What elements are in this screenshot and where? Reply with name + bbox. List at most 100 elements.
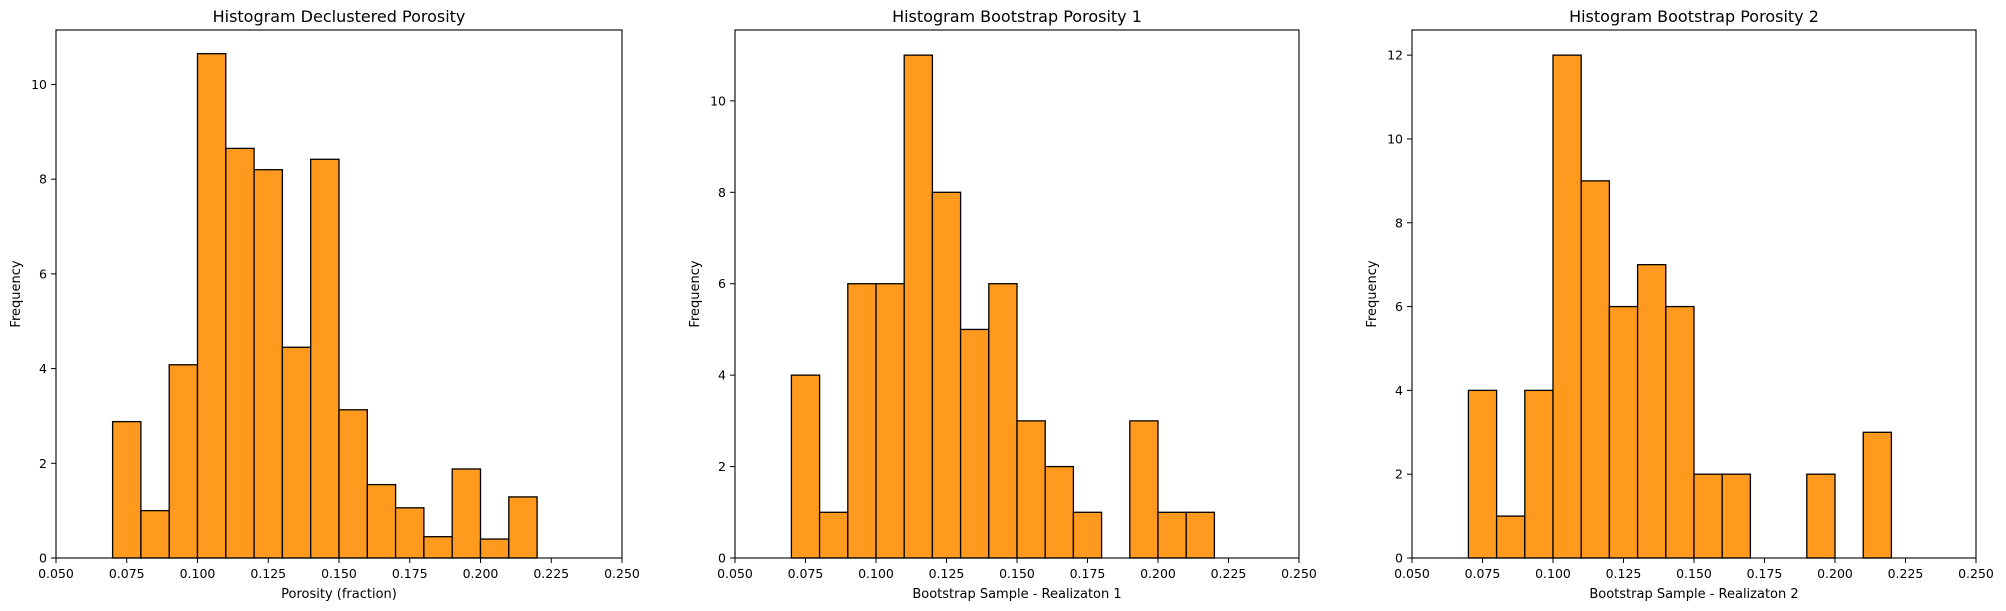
y-tick-label: 8: [39, 172, 47, 187]
chart-panel-1: 0.050 0.075 0.100 0.125 0.150 0.175 0.200 0.225…: [9, 7, 640, 602]
y-tick-label: 0: [718, 551, 726, 566]
x-tick-label: 0.225: [1888, 566, 1924, 581]
x-tick-label: 0.050: [717, 566, 753, 581]
x-tick-label: 0.100: [1535, 566, 1571, 581]
x-tick-label: 0.225: [533, 566, 569, 581]
histogram-bar: [1467, 389, 1498, 559]
histogram-bar: [1157, 511, 1187, 559]
histogram-bar: [1665, 305, 1695, 559]
x-tick-label: 0.050: [38, 566, 74, 581]
y-tick-label: 8: [1395, 215, 1403, 230]
histogram-bar: [253, 169, 284, 559]
histogram-bar: [959, 328, 990, 559]
y-tick-label: 6: [1395, 299, 1403, 314]
x-tick-label: 0.100: [180, 566, 216, 581]
y-tick-label: 8: [718, 185, 726, 200]
histogram-bar: [1580, 180, 1611, 559]
chart-title: Histogram Bootstrap Porosity 2: [1569, 7, 1819, 26]
y-tick-label: 12: [1387, 48, 1403, 63]
x-tick-label: 0.075: [1465, 566, 1501, 581]
y-axis-label: Frequency: [688, 260, 703, 327]
y-tick-label: 10: [1387, 131, 1403, 146]
histogram-bar: [1693, 473, 1723, 559]
histogram-bar: [423, 536, 453, 559]
y-tick-label: 2: [39, 456, 47, 471]
histogram-bar: [196, 53, 227, 559]
histogram-bar: [988, 283, 1018, 559]
histogram-bar: [451, 468, 482, 559]
chart-title: Histogram Bootstrap Porosity 1: [892, 7, 1142, 26]
x-tick-label: 0.200: [1140, 566, 1176, 581]
y-axis-label: Frequency: [9, 260, 24, 327]
histogram-bar: [903, 54, 934, 559]
histogram-bar: [1044, 465, 1075, 559]
histogram-bar: [1016, 420, 1046, 559]
y-tick-label: 4: [718, 368, 726, 383]
histogram-bar: [168, 364, 199, 559]
x-axis-label: Porosity (fraction): [281, 587, 397, 602]
histogram-bar: [225, 147, 255, 559]
x-tick-label: 0.150: [999, 566, 1035, 581]
chart-panel-2: 0.050 0.075 0.100 0.125 0.150 0.175 0.200 0.225…: [688, 7, 1317, 602]
x-tick-label: 0.125: [1606, 566, 1642, 581]
y-axis-label: Frequency: [1365, 260, 1380, 327]
x-tick-label: 0.250: [604, 566, 640, 581]
x-tick-label: 0.125: [929, 566, 965, 581]
histogram-bar: [338, 409, 368, 559]
histogram-bar: [1524, 389, 1554, 559]
histogram-bar: [847, 283, 877, 559]
x-tick-label: 0.125: [250, 566, 286, 581]
y-tick-label: 4: [39, 361, 47, 376]
histogram-bar: [310, 158, 340, 559]
histogram-bar: [1129, 420, 1159, 559]
histogram-bar: [790, 374, 821, 559]
x-tick-label: 0.250: [1958, 566, 1994, 581]
x-tick-label: 0.075: [109, 566, 145, 581]
histogram-bar: [111, 420, 142, 559]
chart-panel-3: 0.050 0.075 0.100 0.125 0.150 0.175 0.200 0.225…: [1365, 7, 1994, 602]
histogram-bar: [875, 283, 905, 559]
histogram-bar: [1806, 473, 1836, 559]
x-tick-label: 0.175: [392, 566, 428, 581]
x-tick-label: 0.200: [1817, 566, 1853, 581]
y-tick-label: 10: [710, 93, 726, 108]
x-tick-label: 0.150: [1676, 566, 1712, 581]
x-tick-label: 0.200: [463, 566, 499, 581]
y-tick-label: 0: [39, 551, 47, 566]
y-tick-label: 0: [1395, 551, 1403, 566]
x-axis-label: Bootstrap Sample - Realizaton 1: [912, 587, 1121, 602]
histogram-bar: [1552, 54, 1582, 559]
histogram-bar: [394, 507, 425, 559]
histogram-bar: [931, 191, 962, 559]
x-tick-label: 0.150: [321, 566, 357, 581]
y-tick-label: 6: [39, 266, 47, 281]
x-tick-label: 0.225: [1211, 566, 1247, 581]
x-tick-label: 0.250: [1281, 566, 1317, 581]
chart-title: Histogram Declustered Porosity: [213, 7, 466, 26]
histogram-bar: [508, 496, 538, 559]
y-tick-label: 10: [31, 77, 47, 92]
y-tick-label: 2: [1395, 467, 1403, 482]
histogram-bar: [1636, 264, 1667, 559]
histogram-bar: [1185, 511, 1216, 559]
histogram-bar: [1862, 431, 1893, 559]
histogram-bar: [1072, 511, 1103, 559]
x-tick-label: 0.050: [1394, 566, 1430, 581]
histogram-bar: [1721, 473, 1752, 559]
histogram-bar: [1608, 305, 1639, 559]
histogram-bar: [479, 538, 510, 559]
x-tick-label: 0.100: [858, 566, 894, 581]
histogram-bar: [1495, 515, 1526, 559]
y-tick-label: 4: [1395, 383, 1403, 398]
x-tick-label: 0.075: [788, 566, 824, 581]
y-tick-label: 6: [718, 276, 726, 291]
x-axis-label: Bootstrap Sample - Realizaton 2: [1589, 587, 1798, 602]
x-tick-label: 0.175: [1070, 566, 1106, 581]
histogram-bar: [281, 346, 312, 559]
x-tick-label: 0.175: [1747, 566, 1783, 581]
histogram-bar: [818, 511, 849, 559]
y-tick-label: 2: [718, 459, 726, 474]
histogram-bar: [366, 483, 397, 559]
histogram-bar: [140, 509, 170, 559]
